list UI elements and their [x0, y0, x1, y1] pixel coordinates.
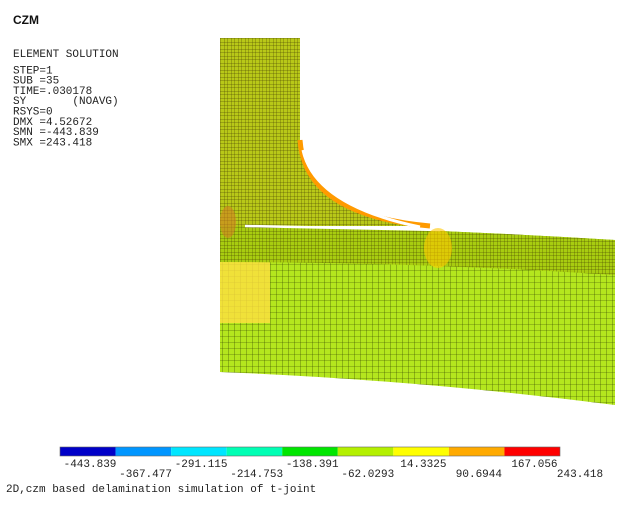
legend-band: [60, 447, 116, 456]
info-line: ELEMENT SOLUTION: [13, 49, 119, 61]
caption: 2D,czm based delamination simulation of …: [6, 484, 316, 496]
legend-band: [504, 447, 560, 456]
legend-label: -138.391: [286, 459, 339, 471]
legend: -443.839-367.477-291.115-214.753-138.391…: [59, 446, 603, 481]
legend-frame: [59, 446, 561, 457]
legend-band: [393, 447, 449, 456]
hot-zone: [220, 206, 236, 238]
legend-label: 90.6944: [456, 469, 503, 481]
legend-label: -367.477: [119, 469, 172, 481]
legend-label: 14.3325: [400, 459, 446, 471]
legend-band: [226, 447, 283, 456]
info-line: SMX =243.418: [13, 137, 92, 149]
info-line: DMX =4.52672: [13, 117, 92, 129]
info-line: SMN =-443.839: [13, 127, 99, 139]
hot-zone: [424, 228, 452, 268]
legend-label: -443.839: [64, 459, 117, 471]
crack: [301, 149, 421, 229]
laminate-mesh: [220, 225, 615, 275]
info-line: SY (NOAVG): [13, 96, 119, 108]
legend-band: [448, 447, 505, 456]
legend-band: [337, 447, 394, 456]
legend-label: -214.753: [230, 469, 283, 481]
legend-band: [115, 447, 172, 456]
info-line: RSYS=0: [13, 107, 53, 119]
legend-band: [282, 447, 338, 456]
model: [220, 38, 615, 405]
legend-band: [171, 447, 227, 456]
legend-label: 167.056: [511, 459, 557, 471]
info-line: TIME=.030178: [13, 86, 92, 98]
legend-label: -62.0293: [341, 469, 394, 481]
info-line: STEP=1: [13, 65, 53, 77]
stiffener-mesh: [220, 38, 430, 226]
delamination: [244, 224, 441, 232]
plot-title: CZM: [13, 13, 39, 27]
plate-mesh: [220, 225, 615, 405]
legend-label: 243.418: [557, 469, 603, 481]
info-line: SUB =35: [13, 76, 59, 88]
legend-label: -291.115: [175, 459, 228, 471]
